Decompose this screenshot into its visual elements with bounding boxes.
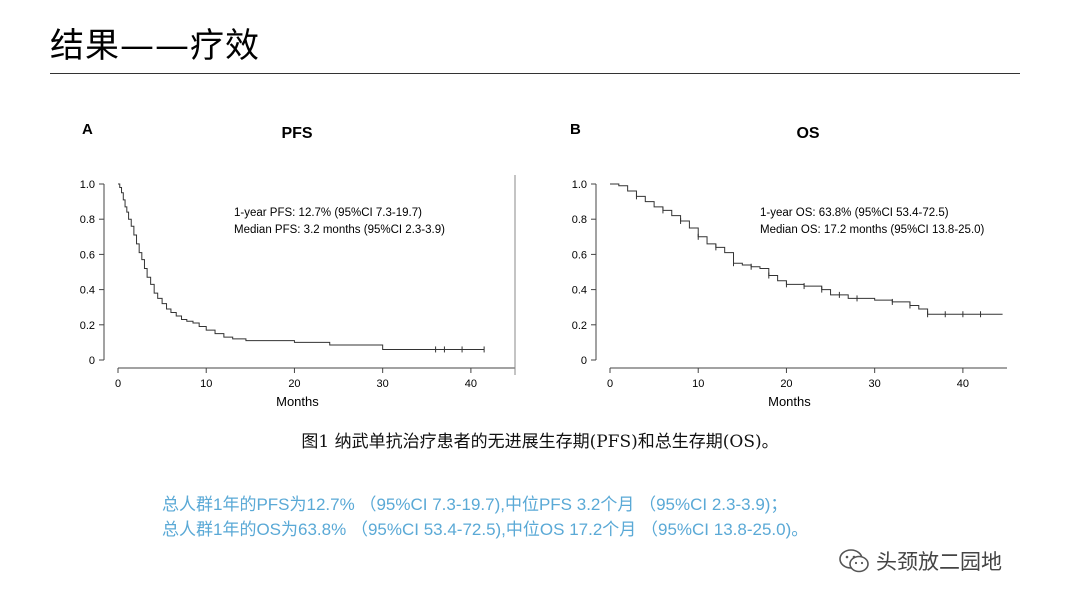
survival-curve — [610, 183, 1003, 315]
watermark: 头颈放二园地 — [838, 546, 1002, 576]
summary-text: 总人群1年的PFS为12.7% （95%CI 7.3-19.7),中位PFS 3… — [162, 492, 808, 542]
pfs-chart: A PFS 0 0.2 0.4 0.6 0.8 1.0 0 10 20 30 40 Months 1-yea… — [80, 121, 516, 409]
annotation-median: Median PFS: 3.2 months (95%CI 2.3-3.9) — [234, 224, 445, 236]
summary-line-pfs: 总人群1年的PFS为12.7% （95%CI 7.3-19.7),中位PFS 3… — [162, 495, 788, 514]
y-tick-label: 0.2 — [572, 320, 587, 332]
x-tick-label: 0 — [607, 378, 613, 390]
x-tick-label: 30 — [377, 378, 389, 390]
slide-title: 结果——疗效 — [50, 26, 260, 66]
x-axis-label: Months — [768, 394, 811, 409]
y-tick-label: 0.2 — [80, 320, 95, 332]
y-tick-label: 0 — [89, 355, 95, 367]
x-tick-label: 10 — [200, 378, 212, 390]
chart-title: PFS — [281, 125, 312, 142]
figure-caption: 图1 纳武单抗治疗患者的无进展生存期(PFS)和总生存期(OS)。 — [301, 432, 779, 452]
annotation-1yr: 1-year OS: 63.8% (95%CI 53.4-72.5) — [760, 207, 949, 219]
x-tick-label: 30 — [869, 378, 881, 390]
panel-label: A — [82, 121, 93, 138]
summary-line-os: 总人群1年的OS为63.8% （95%CI 53.4-72.5),中位OS 17… — [162, 520, 809, 539]
watermark-text: 头颈放二园地 — [876, 550, 1002, 574]
annotation-1yr: 1-year PFS: 12.7% (95%CI 7.3-19.7) — [234, 207, 422, 219]
survival-curve — [118, 183, 485, 350]
chart-title: OS — [796, 125, 819, 142]
y-tick-label: 1.0 — [80, 179, 95, 191]
title-divider — [50, 73, 1020, 74]
x-tick-label: 40 — [957, 378, 969, 390]
y-tick-label: 0.6 — [572, 249, 587, 261]
x-tick-label: 40 — [465, 378, 477, 390]
wechat-icon — [839, 549, 869, 573]
y-tick-label: 0 — [581, 355, 587, 367]
y-tick-label: 0.6 — [80, 249, 95, 261]
y-tick-label: 0.4 — [80, 285, 95, 297]
y-tick-label: 1.0 — [572, 179, 587, 191]
y-tick-label: 0.4 — [572, 285, 587, 297]
x-tick-label: 20 — [288, 378, 300, 390]
annotation-median: Median OS: 17.2 months (95%CI 13.8-25.0) — [760, 224, 985, 236]
panel-label: B — [570, 121, 581, 138]
x-axis-label: Months — [276, 394, 319, 409]
y-tick-label: 0.8 — [80, 214, 95, 226]
x-tick-label: 20 — [780, 378, 792, 390]
os-chart: B OS 0 0.2 0.4 0.6 0.8 1.0 0 10 20 30 40 Months 1-year… — [570, 121, 1007, 409]
x-tick-label: 10 — [692, 378, 704, 390]
x-tick-label: 0 — [115, 378, 121, 390]
y-tick-label: 0.8 — [572, 214, 587, 226]
